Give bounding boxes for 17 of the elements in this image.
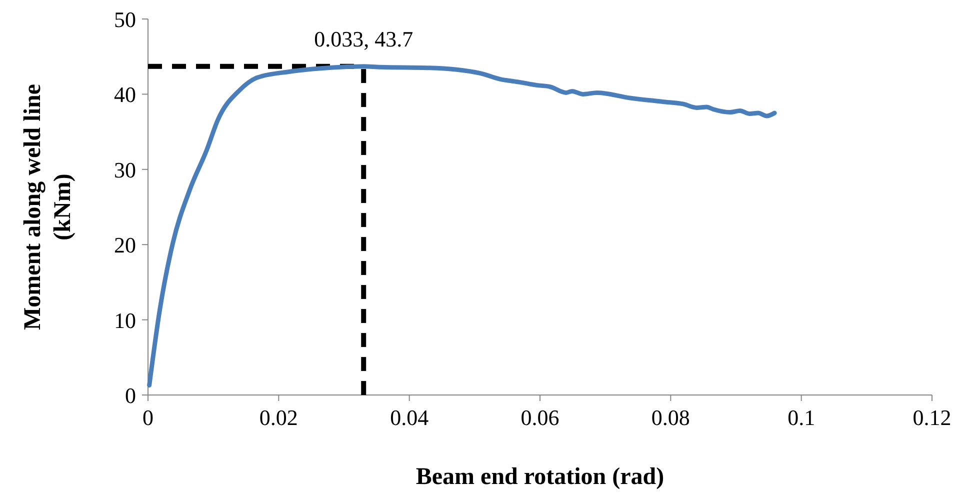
y-tick-label: 30 <box>114 157 136 182</box>
x-tick-label: 0.08 <box>651 405 690 430</box>
y-tick-label: 20 <box>114 232 136 258</box>
x-tick-label: 0.1 <box>788 405 816 430</box>
x-tick-label: 0 <box>142 405 154 430</box>
x-tick-label: 0.12 <box>912 405 952 430</box>
y-tick-label: 40 <box>114 82 136 108</box>
x-tick-label: 0.02 <box>259 405 298 430</box>
line-series <box>147 64 777 388</box>
y-axis-title: Moment along weld line (kNm) <box>20 84 76 330</box>
x-tick-label: 0.06 <box>520 405 560 430</box>
x-tick-label: 0.04 <box>390 405 429 430</box>
y-tick-label: 10 <box>114 308 136 333</box>
annotation: 0.033, 43.7 <box>314 26 414 52</box>
x-axis-title: Beam end rotation (rad) <box>416 464 664 490</box>
y-tick-label: 50 <box>114 7 136 32</box>
y-tick-label: 0 <box>125 383 136 408</box>
